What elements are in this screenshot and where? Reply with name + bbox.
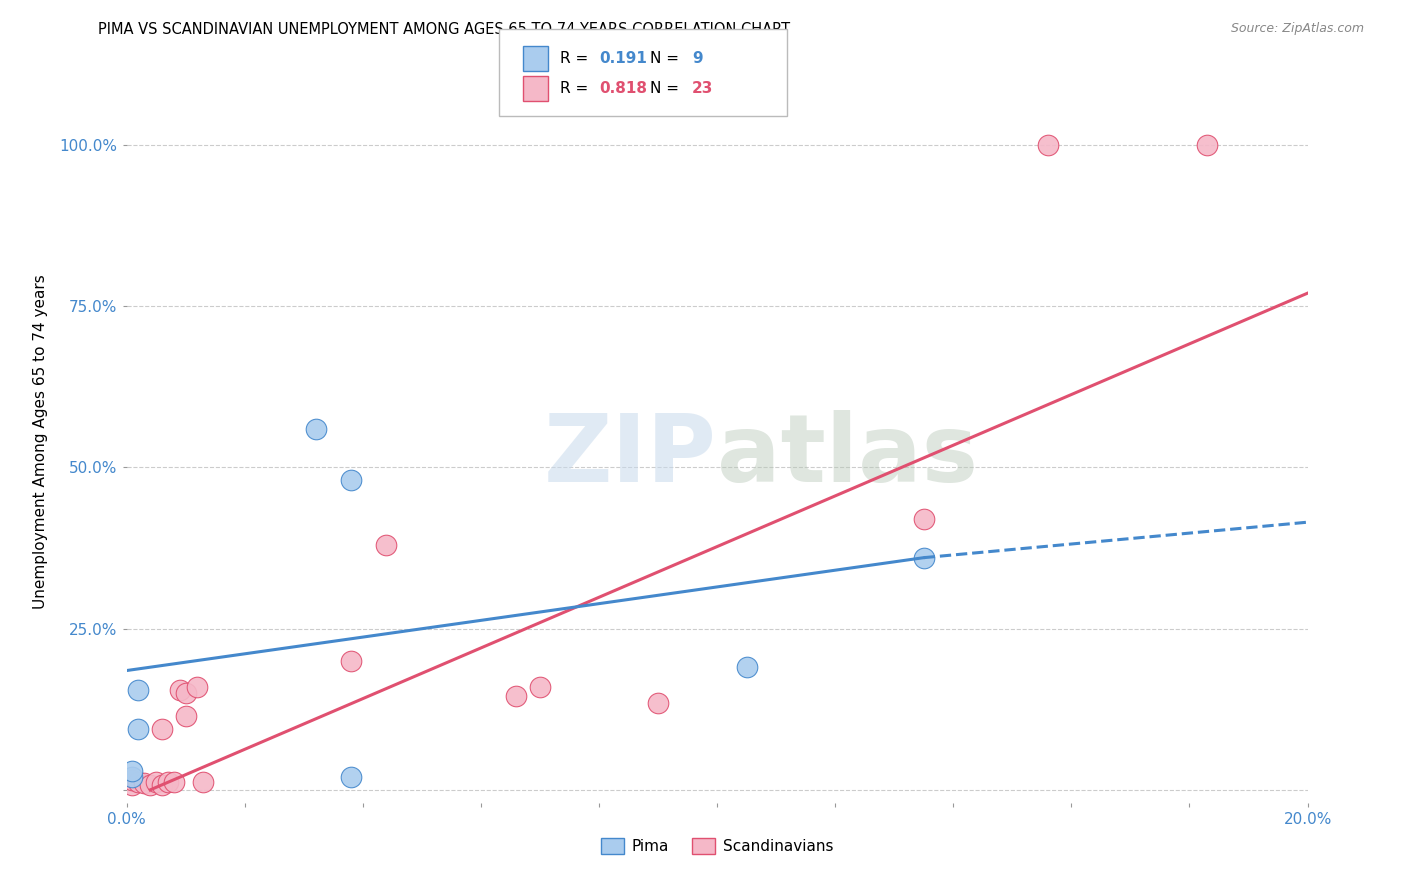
Point (375, 538, 398, 552)
Text: N =: N = (650, 81, 683, 95)
Point (150, 722, 173, 736)
Point (340, 473, 363, 487)
Point (174, 686, 197, 700)
Legend: Pima, Scandinavians: Pima, Scandinavians (595, 832, 839, 860)
Point (1197, 137, 1219, 152)
Point (127, 722, 149, 736)
Point (735, 660, 758, 674)
Point (121, 778, 143, 792)
Text: Source: ZipAtlas.com: Source: ZipAtlas.com (1230, 22, 1364, 36)
Y-axis label: Unemployment Among Ages 65 to 74 years: Unemployment Among Ages 65 to 74 years (34, 274, 48, 609)
Point (1036, 137, 1059, 152)
Point (163, 775, 186, 789)
Point (340, 654, 363, 668)
Point (912, 550, 935, 565)
Point (139, 778, 162, 792)
Text: 23: 23 (692, 81, 713, 95)
Text: R =: R = (560, 81, 593, 95)
Point (174, 708, 197, 723)
Text: ZIP: ZIP (544, 410, 717, 502)
Text: 9: 9 (692, 52, 703, 66)
Text: R =: R = (560, 52, 593, 66)
Point (121, 764, 143, 778)
Point (121, 770, 143, 784)
Text: N =: N = (650, 52, 683, 66)
Point (304, 422, 326, 436)
Point (340, 770, 363, 784)
Point (156, 775, 179, 789)
Text: PIMA VS SCANDINAVIAN UNEMPLOYMENT AMONG AGES 65 TO 74 YEARS CORRELATION CHART: PIMA VS SCANDINAVIAN UNEMPLOYMENT AMONG … (98, 22, 790, 37)
Point (193, 775, 215, 789)
Point (127, 775, 149, 789)
Text: 0.818: 0.818 (599, 81, 647, 95)
Point (529, 680, 551, 694)
Point (134, 776, 156, 790)
Point (121, 773, 143, 788)
Point (912, 512, 935, 526)
Point (186, 680, 208, 694)
Point (145, 775, 167, 789)
Point (127, 682, 149, 697)
Point (169, 682, 191, 697)
Text: 0.191: 0.191 (599, 52, 647, 66)
Point (647, 696, 669, 710)
Point (150, 778, 173, 792)
Text: atlas: atlas (717, 410, 979, 502)
Point (505, 690, 527, 704)
